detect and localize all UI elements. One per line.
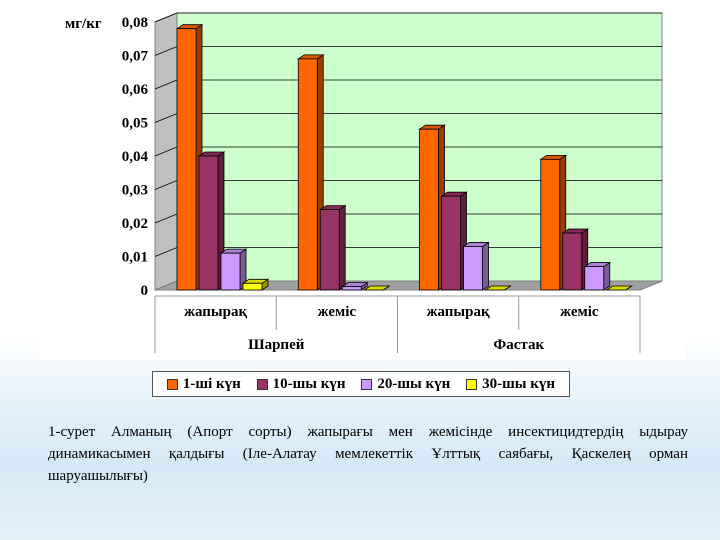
gridline: [154, 12, 662, 23]
bar-4-1: [539, 154, 568, 291]
bar-1-1: [175, 23, 204, 291]
bar-4-4: [605, 285, 634, 291]
legend-label-2: 10-шы күн: [272, 375, 346, 392]
legend-label-4: 30-шы күн: [482, 375, 556, 392]
legend-item-3: 20-шы күн: [361, 376, 450, 393]
chart-frame: 0 0,01 0,02 0,03 0,04 0,05 0,06 0,07 0,08 мг/кг жа…: [40, 8, 685, 360]
legend: 1-ші күн 10-шы күн 20-шы күн 30-шы күн: [152, 371, 570, 397]
bar-1-3: [219, 248, 248, 291]
bar-1-4: [241, 278, 270, 291]
y-tick-label: 0,04: [122, 149, 149, 165]
legend-item-2: 10-шы күн: [256, 375, 346, 393]
legend-swatch-1: [166, 378, 178, 390]
y-axis-label: мг/кг: [65, 16, 102, 32]
y-tick-label: 0: [141, 283, 149, 299]
y-tick-label: 0,02: [122, 216, 148, 232]
legend-item-1: 1-ші күн: [166, 375, 241, 393]
y-tick-label: 0,07: [122, 49, 149, 65]
y-tick-label: 0,03: [122, 183, 148, 199]
y-tick-label: 0,01: [122, 250, 148, 266]
category-label: жапырақ: [184, 304, 247, 320]
bar-3-1: [418, 124, 446, 291]
bar-4-2: [561, 228, 590, 291]
legend-item-4: 30-шы күн: [466, 376, 555, 393]
legend-swatch-2: [256, 378, 268, 390]
bar-2-4: [362, 285, 391, 291]
category-label: жеміс: [560, 304, 599, 320]
bar-3-2: [440, 191, 468, 291]
bar-2-3: [340, 281, 369, 291]
bar-4-3: [583, 261, 612, 291]
category-label: жапырақ: [427, 304, 490, 320]
group-label: Шарпей: [248, 337, 305, 353]
bar-1-2: [197, 151, 226, 291]
legend-label-1: 1-ші күн: [182, 375, 241, 392]
bar-2-1: [296, 54, 325, 291]
y-tick-label: 0,06: [122, 82, 149, 98]
y-tick-label: 0,08: [122, 15, 148, 31]
group-label: Фастак: [493, 337, 544, 353]
y-tick-label: 0,05: [122, 116, 148, 132]
legend-swatch-3: [361, 378, 373, 390]
bar-3-3: [462, 241, 490, 291]
bar-2-2: [318, 204, 347, 291]
bar-chart: 0 0,01 0,02 0,03 0,04 0,05 0,06 0,07 0,08 мг/кг жа…: [65, 12, 663, 353]
figure-caption: 1-сурет Алманың (Апорт сорты) жапырағы м…: [48, 424, 688, 484]
legend-swatch-4: [466, 378, 478, 390]
legend-label-3: 20-шы күн: [377, 375, 451, 392]
bar-3-4: [484, 285, 512, 291]
category-label: жеміс: [318, 304, 357, 320]
